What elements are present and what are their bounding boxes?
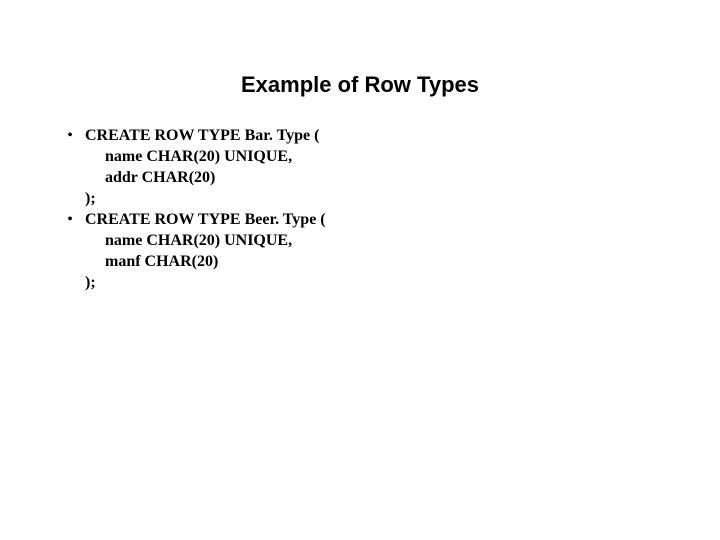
bullet-content: CREATE ROW TYPE Beer. Type ( name CHAR(2… [85, 209, 665, 293]
code-line: CREATE ROW TYPE Beer. Type ( [85, 209, 665, 230]
code-line: manf CHAR(20) [85, 251, 665, 272]
bullet-marker: • [55, 209, 85, 230]
code-line: ); [85, 188, 665, 209]
slide-title: Example of Row Types [0, 72, 720, 98]
content-area: • CREATE ROW TYPE Bar. Type ( name CHAR(… [55, 125, 665, 293]
bullet-item: • CREATE ROW TYPE Bar. Type ( name CHAR(… [55, 125, 665, 209]
code-line: addr CHAR(20) [85, 167, 665, 188]
code-line: CREATE ROW TYPE Bar. Type ( [85, 125, 665, 146]
bullet-content: CREATE ROW TYPE Bar. Type ( name CHAR(20… [85, 125, 665, 209]
code-line: ); [85, 272, 665, 293]
code-line: name CHAR(20) UNIQUE, [85, 146, 665, 167]
bullet-item: • CREATE ROW TYPE Beer. Type ( name CHAR… [55, 209, 665, 293]
code-line: name CHAR(20) UNIQUE, [85, 230, 665, 251]
bullet-marker: • [55, 125, 85, 146]
